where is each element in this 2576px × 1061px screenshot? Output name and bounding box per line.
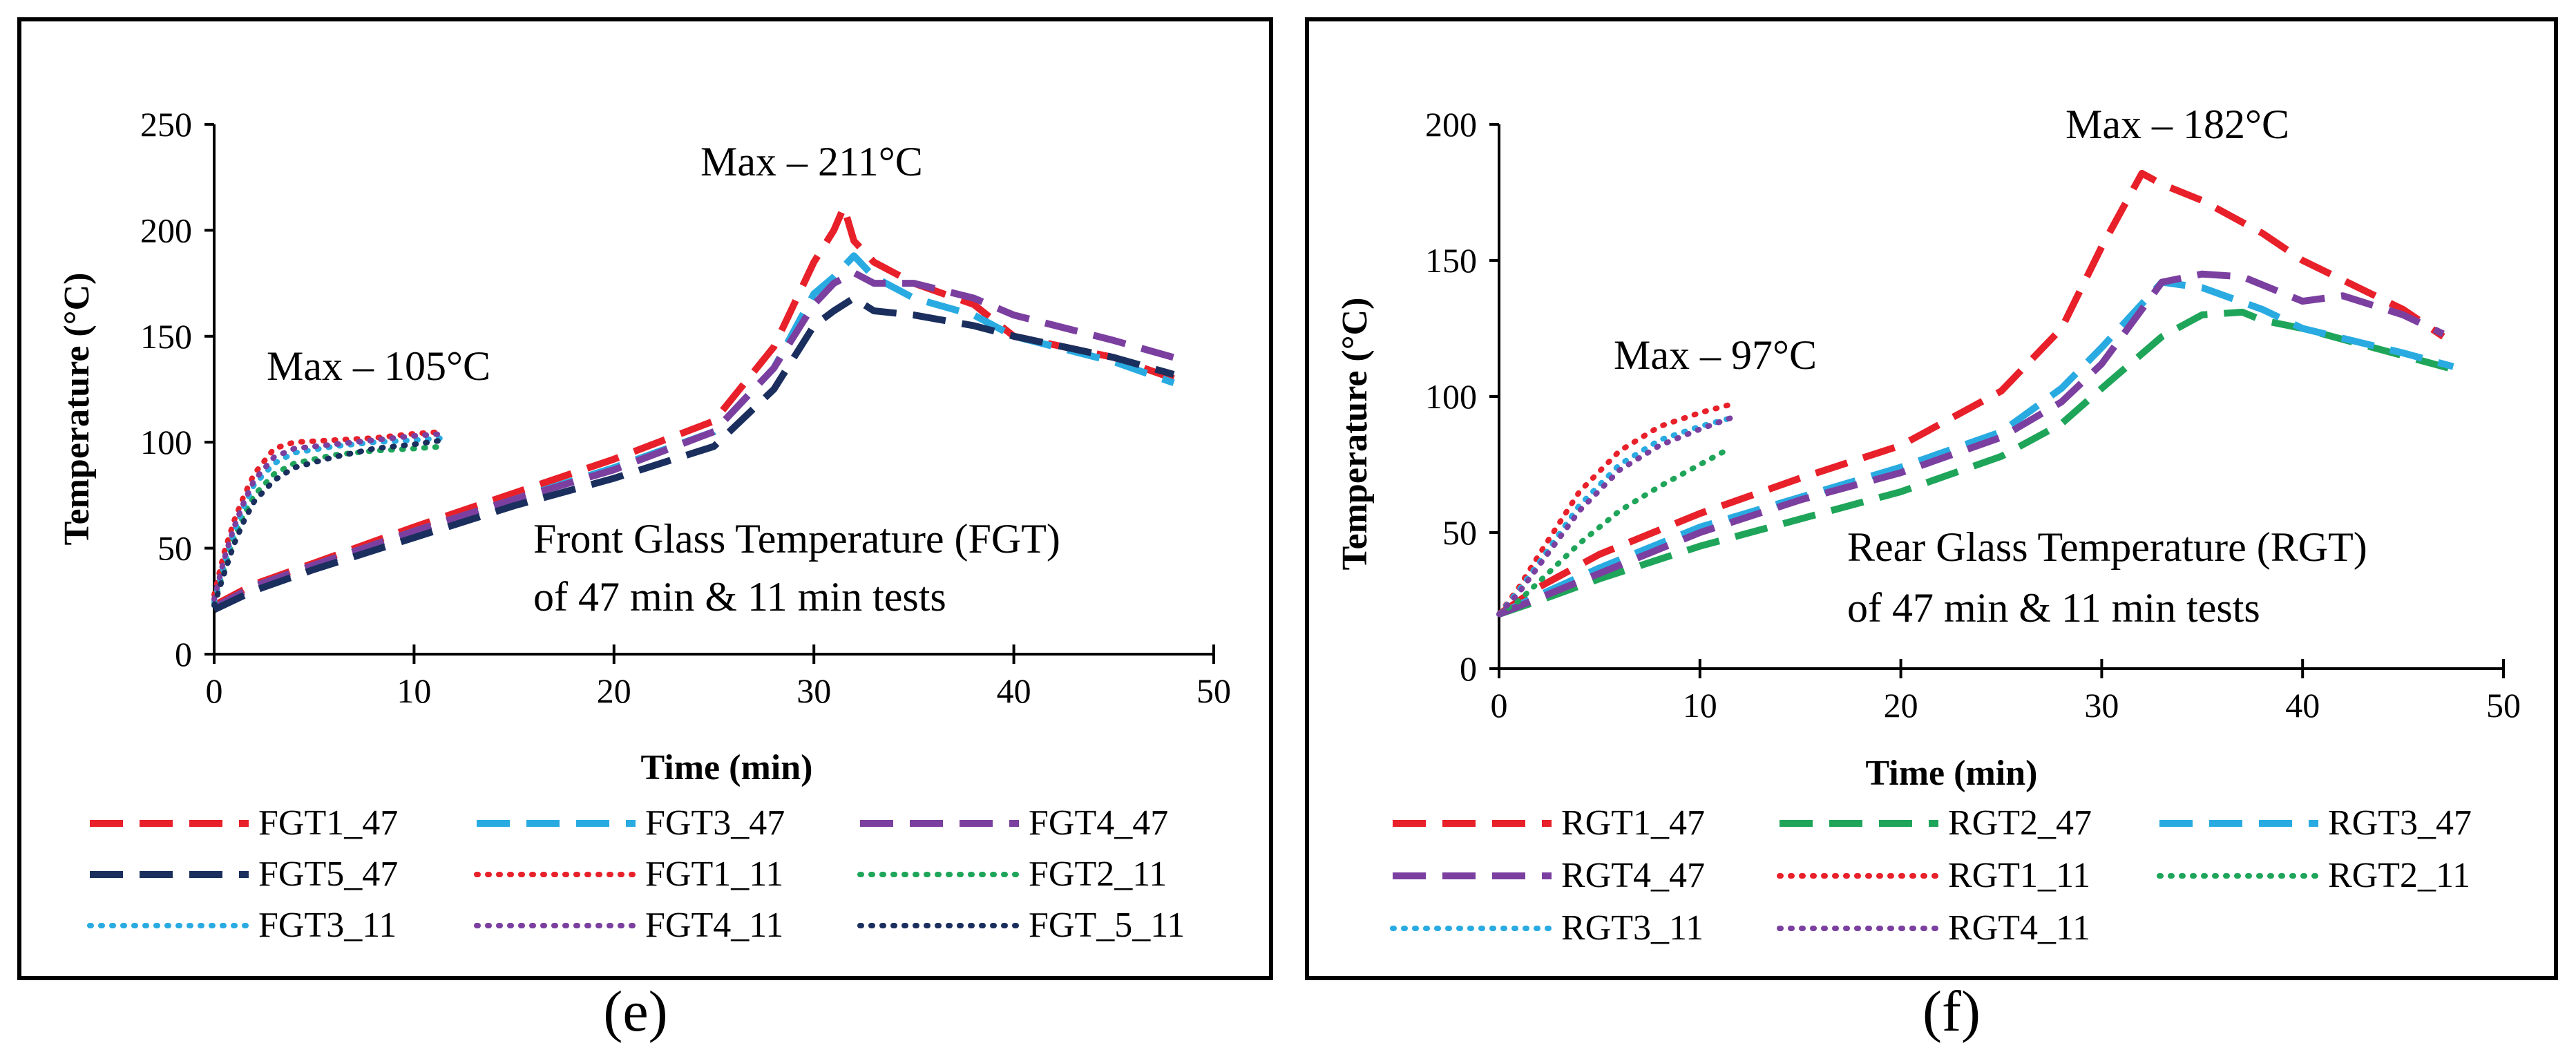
series-line-rgt4-11 xyxy=(1496,415,1733,618)
annotation-front-glass-subtitle: of 47 min & 11 min tests xyxy=(533,574,946,620)
legend: RGT1_47 RGT2_47 RGT3_47 RGT4_47 RGT1_11 RGT2_… xyxy=(1390,803,2472,948)
series-line-rgt2-11 xyxy=(1496,445,1733,618)
legend-label: FGT1_11 xyxy=(645,854,783,894)
annotation-max-105: Max – 105°C xyxy=(267,343,490,389)
x-tick-label: 20 xyxy=(1884,686,1918,725)
x-tick-label: 20 xyxy=(597,671,631,710)
series-lines xyxy=(211,203,1175,613)
series-line-fgt3-11 xyxy=(211,435,447,604)
legend-label: FGT2_11 xyxy=(1029,854,1167,894)
legend-item: RGT4_47 xyxy=(1393,856,1705,895)
annotation-max-97: Max – 97°C xyxy=(1614,332,1817,378)
series-line-fgt4-11 xyxy=(211,430,447,602)
legend-item: FGT5_47 xyxy=(90,854,398,894)
x-tick-label: 30 xyxy=(796,671,831,710)
y-tick-label: 0 xyxy=(175,635,192,673)
legend-item: RGT2_11 xyxy=(2157,856,2470,895)
series-line-fgt-5-11 xyxy=(211,437,447,609)
legend-label: RGT4_11 xyxy=(1948,908,2090,948)
legend-label: FGT1_47 xyxy=(258,803,398,843)
series-line-rgt2-47 xyxy=(1498,308,2454,618)
y-axis-title: Temperature (°C) xyxy=(57,273,97,546)
x-axis-title: Time (min) xyxy=(641,748,813,787)
chart-panel-rear-glass: 0 10 20 30 40 50 0 50 100 150 200 Time (min) Tempe… xyxy=(1305,17,2558,980)
legend-label: RGT3_47 xyxy=(2328,803,2472,843)
y-tick-label: 100 xyxy=(1425,377,1477,416)
x-tick-label: 30 xyxy=(2084,686,2119,725)
y-axis-title: Temperature (°C) xyxy=(1335,298,1375,571)
series-line-fgt4-47 xyxy=(212,269,1175,611)
legend-item: FGT4_11 xyxy=(474,906,783,945)
axes xyxy=(1489,123,2505,678)
legend-label: FGT4_47 xyxy=(1029,803,1168,843)
y-tick-label: 100 xyxy=(140,423,192,461)
legend-item: RGT3_11 xyxy=(1390,908,1704,948)
chart-panel-front-glass: 0 10 20 30 40 50 0 50 100 150 200 250 Time (min) Te… xyxy=(17,17,1273,980)
y-tick-label: 150 xyxy=(140,317,192,356)
series-line-rgt4-47 xyxy=(1498,270,2445,618)
legend-item: FGT4_47 xyxy=(860,803,1168,843)
legend: FGT1_47 FGT3_47 FGT4_47 FGT5_47 FGT1_11 FGT2_… xyxy=(87,803,1185,945)
legend-item: RGT1_11 xyxy=(1777,856,2090,895)
legend-label: RGT2_47 xyxy=(1948,803,2092,843)
legend-label: FGT_5_11 xyxy=(1029,906,1185,945)
y-tick-label: 50 xyxy=(1442,513,1477,552)
annotation-rear-glass-title: Rear Glass Temperature (RGT) xyxy=(1847,524,2367,570)
legend-label: FGT5_47 xyxy=(258,854,398,894)
series-line-fgt5-47 xyxy=(212,294,1175,613)
annotation-rear-glass-subtitle: of 47 min & 11 min tests xyxy=(1847,585,2260,631)
y-tick-label: 0 xyxy=(1460,649,1477,688)
legend-label: FGT3_47 xyxy=(645,803,785,843)
x-axis-title: Time (min) xyxy=(1866,754,2038,793)
legend-label: RGT2_11 xyxy=(2328,856,2470,895)
legend-label: RGT1_11 xyxy=(1948,856,2090,895)
legend-item: FGT1_47 xyxy=(90,803,398,843)
annotation-front-glass-title: Front Glass Temperature (FGT) xyxy=(533,516,1060,562)
legend-label: FGT3_11 xyxy=(258,906,397,945)
x-tick-label: 0 xyxy=(206,671,223,710)
annotation-max-211: Max – 211°C xyxy=(700,139,923,184)
panel-label-e: (e) xyxy=(603,979,667,1044)
x-tick-label: 50 xyxy=(2486,686,2521,725)
tick-labels: 0 10 20 30 40 50 0 50 100 150 200 250 xyxy=(140,105,1231,710)
x-tick-label: 10 xyxy=(397,671,431,710)
y-tick-label: 200 xyxy=(140,211,192,249)
series-line-rgt3-11 xyxy=(1496,415,1733,618)
series-line-fgt1-11 xyxy=(211,428,447,598)
axes xyxy=(204,123,1215,664)
legend-label: RGT4_47 xyxy=(1561,856,1705,895)
panel-border xyxy=(1305,17,2558,980)
legend-item: FGT2_11 xyxy=(857,854,1167,894)
series-lines xyxy=(1496,169,2454,618)
y-tick-label: 150 xyxy=(1425,241,1477,280)
x-tick-label: 40 xyxy=(997,671,1031,710)
legend-item: RGT2_47 xyxy=(1780,803,2092,843)
annotation-max-182: Max – 182°C xyxy=(2065,102,2289,147)
panel-label-f: (f) xyxy=(1923,979,1981,1044)
series-line-fgt1-47 xyxy=(212,203,1175,609)
x-tick-label: 50 xyxy=(1196,671,1231,710)
series-line-rgt1-47 xyxy=(1497,169,2445,618)
legend-item: RGT4_11 xyxy=(1777,908,2090,948)
legend-item: FGT3_11 xyxy=(87,906,397,945)
legend-item: FGT_5_11 xyxy=(857,906,1185,945)
y-tick-label: 250 xyxy=(140,105,192,144)
x-tick-label: 40 xyxy=(2285,686,2320,725)
x-tick-label: 0 xyxy=(1491,686,1508,725)
legend-label: FGT4_11 xyxy=(645,906,783,945)
legend-label: RGT1_47 xyxy=(1561,803,1705,843)
series-line-rgt1-11 xyxy=(1496,401,1733,618)
y-tick-label: 50 xyxy=(158,529,192,568)
legend-label: RGT3_11 xyxy=(1561,908,1704,948)
tick-labels: 0 10 20 30 40 50 0 50 100 150 200 xyxy=(1425,105,2521,725)
legend-item: RGT1_47 xyxy=(1393,803,1705,843)
legend-item: FGT1_11 xyxy=(474,854,783,894)
x-tick-label: 10 xyxy=(1683,686,1717,725)
panel-border xyxy=(17,17,1273,980)
legend-item: RGT3_47 xyxy=(2159,803,2472,843)
legend-item: FGT3_47 xyxy=(477,803,785,843)
y-tick-label: 200 xyxy=(1425,105,1477,144)
series-line-rgt3-47 xyxy=(1497,278,2454,618)
